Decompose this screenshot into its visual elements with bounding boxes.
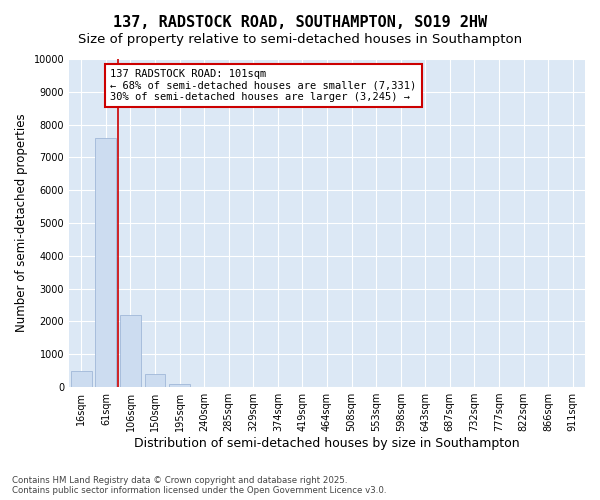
Bar [169, 384, 190, 387]
Y-axis label: Number of semi-detached properties: Number of semi-detached properties [15, 114, 28, 332]
Text: Size of property relative to semi-detached houses in Southampton: Size of property relative to semi-detach… [78, 32, 522, 46]
Text: 137 RADSTOCK ROAD: 101sqm
← 68% of semi-detached houses are smaller (7,331)
30% : 137 RADSTOCK ROAD: 101sqm ← 68% of semi-… [110, 69, 416, 102]
Bar [145, 374, 166, 387]
Text: Contains HM Land Registry data © Crown copyright and database right 2025.
Contai: Contains HM Land Registry data © Crown c… [12, 476, 386, 495]
X-axis label: Distribution of semi-detached houses by size in Southampton: Distribution of semi-detached houses by … [134, 437, 520, 450]
Bar [71, 370, 92, 387]
Bar [95, 138, 116, 387]
Text: 137, RADSTOCK ROAD, SOUTHAMPTON, SO19 2HW: 137, RADSTOCK ROAD, SOUTHAMPTON, SO19 2H… [113, 15, 487, 30]
Bar [120, 315, 141, 387]
